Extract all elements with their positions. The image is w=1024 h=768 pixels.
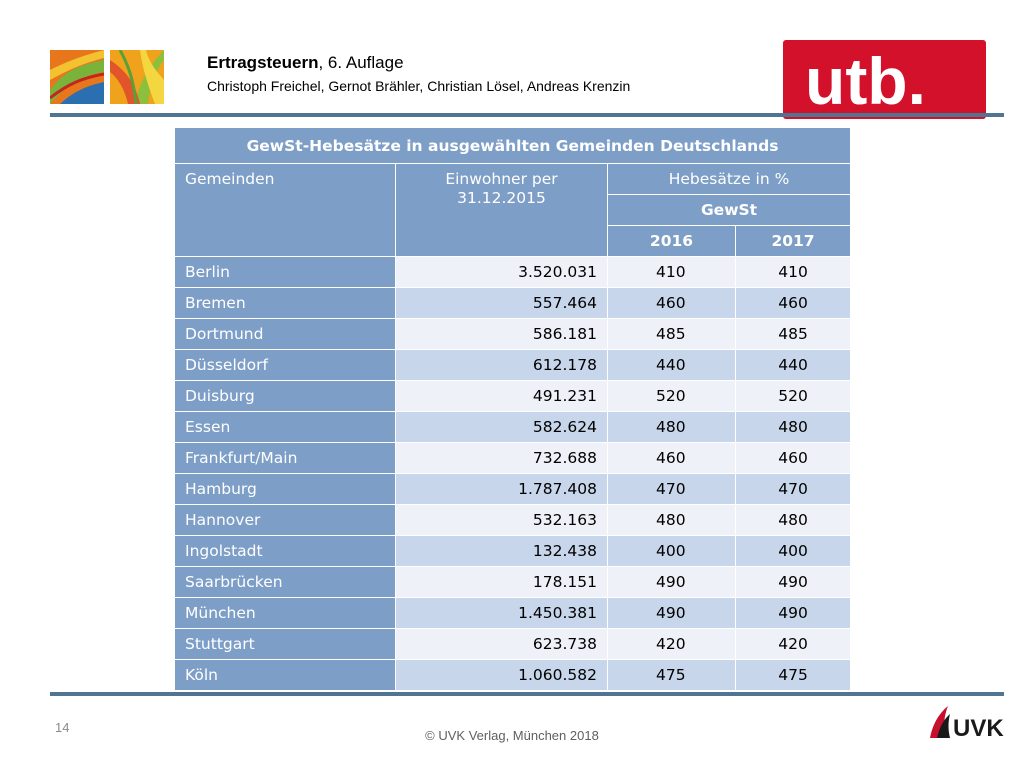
table-row: Saarbrücken 178.151 490 490 [174, 566, 852, 598]
population-cell: 132.438 [395, 535, 608, 567]
uvk-logo-text: UVK [953, 715, 1004, 742]
header-municipalities: Gemeinden [174, 163, 396, 257]
rate-2016-cell: 470 [607, 473, 736, 505]
city-cell: Duisburg [174, 380, 396, 412]
table-row: Stuttgart 623.738 420 420 [174, 628, 852, 660]
rate-2017-cell: 420 [734, 628, 852, 660]
cover-thumbnail-2 [110, 50, 164, 104]
uvk-logo: UVK [930, 706, 1004, 742]
table-row: Hamburg 1.787.408 470 470 [174, 473, 852, 505]
rate-2017-cell: 460 [734, 287, 852, 319]
population-cell: 3.520.031 [395, 256, 608, 288]
book-title-line: Ertragsteuern, 6. Auflage [207, 53, 630, 73]
population-cell: 1.787.408 [395, 473, 608, 505]
rate-2017-cell: 475 [734, 659, 852, 691]
city-cell: Berlin [174, 256, 396, 288]
book-title: Ertragsteuern [207, 53, 319, 72]
rate-2017-cell: 490 [734, 566, 852, 598]
rate-2017-cell: 480 [734, 504, 852, 536]
city-cell: Köln [174, 659, 396, 691]
table-row: Frankfurt/Main 732.688 460 460 [174, 442, 852, 474]
header-population-line1: Einwohner per [445, 170, 558, 188]
rate-2016-cell: 460 [607, 287, 736, 319]
header-tax: GewSt [606, 194, 852, 226]
copyright-text: © UVK Verlag, München 2018 [425, 728, 599, 743]
table-title-row: GewSt-Hebesätze in ausgewählten Gemeinde… [173, 127, 852, 164]
utb-logo-text: utb. [805, 44, 926, 118]
rate-2016-cell: 520 [607, 380, 736, 412]
city-cell: Ingolstadt [174, 535, 396, 567]
rate-2016-cell: 490 [607, 566, 736, 598]
utb-logo: utb. [783, 40, 986, 119]
table-header-row-2: GewSt [175, 194, 852, 226]
rate-2016-cell: 490 [607, 597, 736, 629]
rate-2017-cell: 440 [734, 349, 852, 381]
table-title: GewSt-Hebesätze in ausgewählten Gemeinde… [173, 127, 852, 164]
population-cell: 732.688 [395, 442, 608, 474]
rate-2016-cell: 460 [607, 442, 736, 474]
city-cell: Saarbrücken [174, 566, 396, 598]
city-cell: Frankfurt/Main [174, 442, 396, 474]
population-cell: 557.464 [395, 287, 608, 319]
cover-thumbnail-1 [50, 50, 104, 104]
city-cell: Dortmund [174, 318, 396, 350]
rate-2016-cell: 440 [607, 349, 736, 381]
table-header-row-1: Gemeinden Einwohner per 31.12.2015 Hebes… [174, 163, 852, 257]
header-title-block: Ertragsteuern, 6. Auflage Christoph Frei… [207, 53, 630, 95]
population-cell: 612.178 [395, 349, 608, 381]
population-cell: 623.738 [395, 628, 608, 660]
population-cell: 178.151 [395, 566, 608, 598]
rate-2017-cell: 520 [734, 380, 852, 412]
table-row: Ingolstadt 132.438 400 400 [174, 535, 852, 567]
rate-2016-cell: 480 [607, 504, 736, 536]
header-population-line2: 31.12.2015 [457, 189, 546, 207]
footer-divider [50, 692, 1004, 696]
city-cell: Hannover [174, 504, 396, 536]
city-cell: Essen [174, 411, 396, 443]
rate-2016-cell: 485 [607, 318, 736, 350]
rate-2016-cell: 475 [607, 659, 736, 691]
city-cell: Düsseldorf [174, 349, 396, 381]
authors-line: Christoph Freichel, Gernot Brähler, Chri… [207, 78, 631, 94]
rate-2017-cell: 490 [734, 597, 852, 629]
table-row: Berlin 3.520.031 410 410 [174, 256, 852, 288]
header-year-2017: 2017 [734, 225, 852, 257]
population-cell: 491.231 [395, 380, 608, 412]
table-row: München 1.450.381 490 490 [174, 597, 852, 629]
table-row: Düsseldorf 612.178 440 440 [174, 349, 852, 381]
population-cell: 532.163 [395, 504, 608, 536]
rate-2017-cell: 485 [734, 318, 852, 350]
page-number: 14 [55, 720, 70, 735]
rate-2017-cell: 470 [734, 473, 852, 505]
table-header-row-3: 2016 2017 [175, 225, 852, 257]
rate-2017-cell: 460 [734, 442, 852, 474]
table-row: Essen 582.624 480 480 [174, 411, 852, 443]
city-cell: Hamburg [174, 473, 396, 505]
rate-2016-cell: 420 [607, 628, 736, 660]
rate-2016-cell: 480 [607, 411, 736, 443]
table-row: Dortmund 586.181 485 485 [174, 318, 852, 350]
rate-2016-cell: 410 [607, 256, 736, 288]
book-edition: , 6. Auflage [318, 53, 404, 72]
rate-2017-cell: 400 [734, 535, 852, 567]
rate-2016-cell: 400 [607, 535, 736, 567]
city-cell: Stuttgart [174, 628, 396, 660]
tax-rates-table: GewSt-Hebesätze in ausgewählten Gemeinde… [173, 127, 852, 691]
table-row: Bremen 557.464 460 460 [174, 287, 852, 319]
table-row: Duisburg 491.231 520 520 [174, 380, 852, 412]
city-cell: Bremen [174, 287, 396, 319]
population-cell: 582.624 [395, 411, 608, 443]
header-divider [50, 113, 1004, 117]
table-row: Köln 1.060.582 475 475 [174, 659, 852, 691]
header-population: Einwohner per 31.12.2015 [395, 163, 608, 257]
population-cell: 586.181 [395, 318, 608, 350]
rate-2017-cell: 410 [734, 256, 852, 288]
table-row: Hannover 532.163 480 480 [174, 504, 852, 536]
header-rates: Hebesätze in % [606, 163, 852, 195]
rate-2017-cell: 480 [734, 411, 852, 443]
city-cell: München [174, 597, 396, 629]
population-cell: 1.450.381 [395, 597, 608, 629]
population-cell: 1.060.582 [395, 659, 608, 691]
header-year-2016: 2016 [607, 225, 736, 257]
